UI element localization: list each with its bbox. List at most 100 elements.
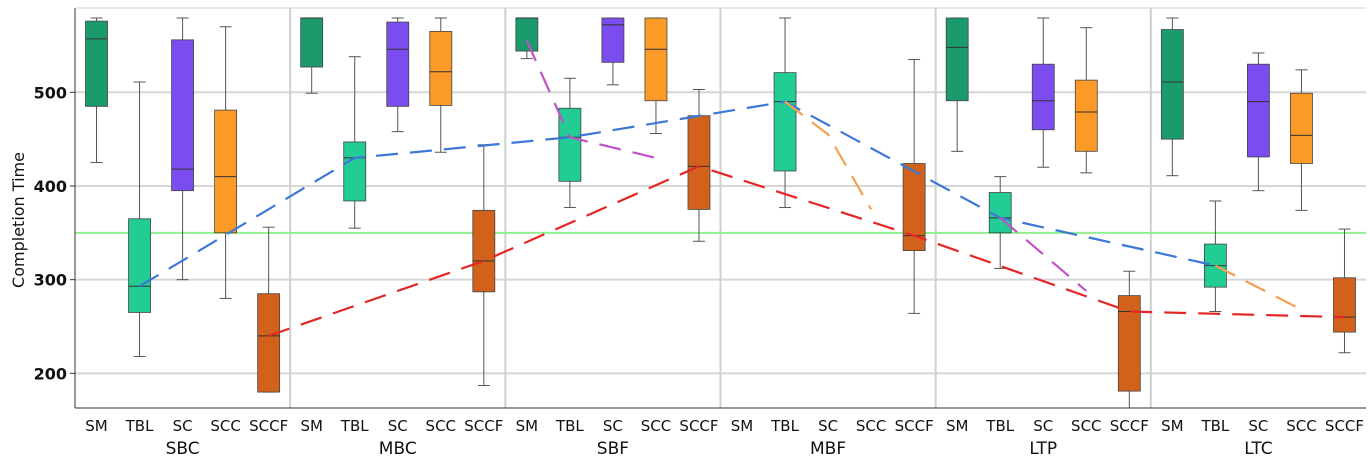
box-SBC-SCC <box>214 26 238 299</box>
box-body <box>902 163 926 252</box>
box-LTP-TBL <box>988 176 1012 269</box>
box-body <box>1333 277 1356 333</box>
box-SBC-TBL <box>128 81 151 357</box>
trend-lines <box>138 40 1345 337</box>
trend-line-4 <box>784 100 873 210</box>
x-category-label: SC <box>603 417 623 435</box>
x-category-label: SM <box>300 417 322 435</box>
trend-line-1 <box>268 165 1345 337</box>
x-category-label: SCC <box>210 417 240 435</box>
box-body <box>429 31 453 106</box>
box-body <box>85 20 108 107</box>
box-SBC-SC <box>171 17 194 281</box>
x-category-label: SCCF <box>1325 417 1364 435</box>
box-body <box>945 17 969 102</box>
x-category-label: TBL <box>555 417 584 435</box>
trend-line-5 <box>1214 264 1302 311</box>
box-body <box>687 115 711 210</box>
box-MBF-SCCF <box>902 59 926 314</box>
box-LTP-SC <box>1031 17 1055 168</box>
box-body <box>1031 63 1055 131</box>
box-body <box>300 17 324 68</box>
box-body <box>257 293 281 393</box>
x-category-label: SCCF <box>895 417 934 435</box>
box-LTP-SCC <box>1074 27 1098 174</box>
box-MBC-TBL <box>343 56 367 229</box>
x-category-label: SCCF <box>464 417 503 435</box>
box-body <box>386 21 410 107</box>
box-MBC-SCCF <box>472 144 496 387</box>
box-SBC-SM <box>85 17 108 164</box>
x-category-label: TBL <box>340 417 369 435</box>
x-group-label: SBF <box>597 439 629 457</box>
x-group-label: LTP <box>1029 439 1057 457</box>
x-group-label: MBC <box>379 439 417 457</box>
box-LTC-TBL <box>1203 200 1227 313</box>
trend-line-2 <box>525 40 657 159</box>
box-LTC-SM <box>1160 17 1184 177</box>
box-body <box>1160 29 1184 140</box>
box-body <box>1290 92 1313 164</box>
boxes <box>85 17 1356 409</box>
x-group-label: LTC <box>1244 439 1272 457</box>
x-category-label: SM <box>946 417 968 435</box>
y-tick-label: 500 <box>34 83 67 102</box>
x-category-label: TBL <box>1200 417 1229 435</box>
box-LTP-SCCF <box>1117 270 1141 409</box>
x-category-label: SC <box>173 417 193 435</box>
y-tick-label: 400 <box>34 177 67 196</box>
x-category-label: TBL <box>770 417 799 435</box>
box-SBF-SM <box>515 17 539 60</box>
box-body <box>1117 295 1141 392</box>
x-group-label: MBF <box>810 439 846 457</box>
box-body <box>171 39 194 192</box>
trend-line-3 <box>999 216 1087 292</box>
x-category-label: SM <box>1161 417 1183 435</box>
x-category-label: SC <box>818 417 838 435</box>
box-body <box>644 17 668 102</box>
x-axis-labels: SM TBL SC SCC SCCF SBC SM TBL SC SCC SCCF MBC SM TBL S… <box>85 417 1364 457</box>
x-category-label: SM <box>516 417 538 435</box>
box-MBC-SCC <box>429 17 453 153</box>
x-category-label: SCC <box>856 417 886 435</box>
x-category-label: SM <box>85 417 107 435</box>
box-body <box>128 218 151 313</box>
box-body <box>214 109 238 234</box>
x-category-label: SCC <box>1286 417 1316 435</box>
box-LTC-SCC <box>1290 69 1313 211</box>
box-MBC-SC <box>386 17 410 133</box>
box-body <box>1074 79 1098 152</box>
y-axis-title: Completion Time <box>9 152 28 288</box>
x-category-label: SCCF <box>679 417 718 435</box>
box-LTC-SCCF <box>1333 228 1356 354</box>
box-SBC-SCCF <box>257 226 281 393</box>
x-category-label: SC <box>388 417 408 435</box>
x-category-label: SC <box>1248 417 1268 435</box>
x-category-label: SCCF <box>249 417 288 435</box>
gridlines <box>75 8 1366 408</box>
box-body <box>558 107 582 182</box>
x-category-label: TBL <box>985 417 1014 435</box>
box-body <box>472 209 496 293</box>
trend-line-0 <box>138 100 1216 288</box>
box-SBF-TBL <box>558 77 582 209</box>
box-MBC-SM <box>300 17 324 94</box>
box-SBF-SCC <box>644 17 668 135</box>
box-body <box>515 17 539 52</box>
box-LTP-SM <box>945 17 969 152</box>
x-group-label: SBC <box>166 439 200 457</box>
x-category-label: SC <box>1033 417 1053 435</box>
x-category-label: SM <box>731 417 753 435</box>
x-category-label: SCC <box>1071 417 1101 435</box>
y-axis-ticks: 200 300 400 500 <box>34 83 75 383</box>
box-LTC-SC <box>1247 52 1270 192</box>
box-body <box>601 17 625 63</box>
x-category-label: SCC <box>426 417 456 435</box>
plot-frame <box>74 7 1366 409</box>
box-body <box>773 72 797 172</box>
box-MBF-TBL <box>773 17 797 209</box>
box-body <box>1247 63 1270 158</box>
x-category-label: SCC <box>641 417 671 435</box>
box-SBF-SC <box>601 17 625 86</box>
